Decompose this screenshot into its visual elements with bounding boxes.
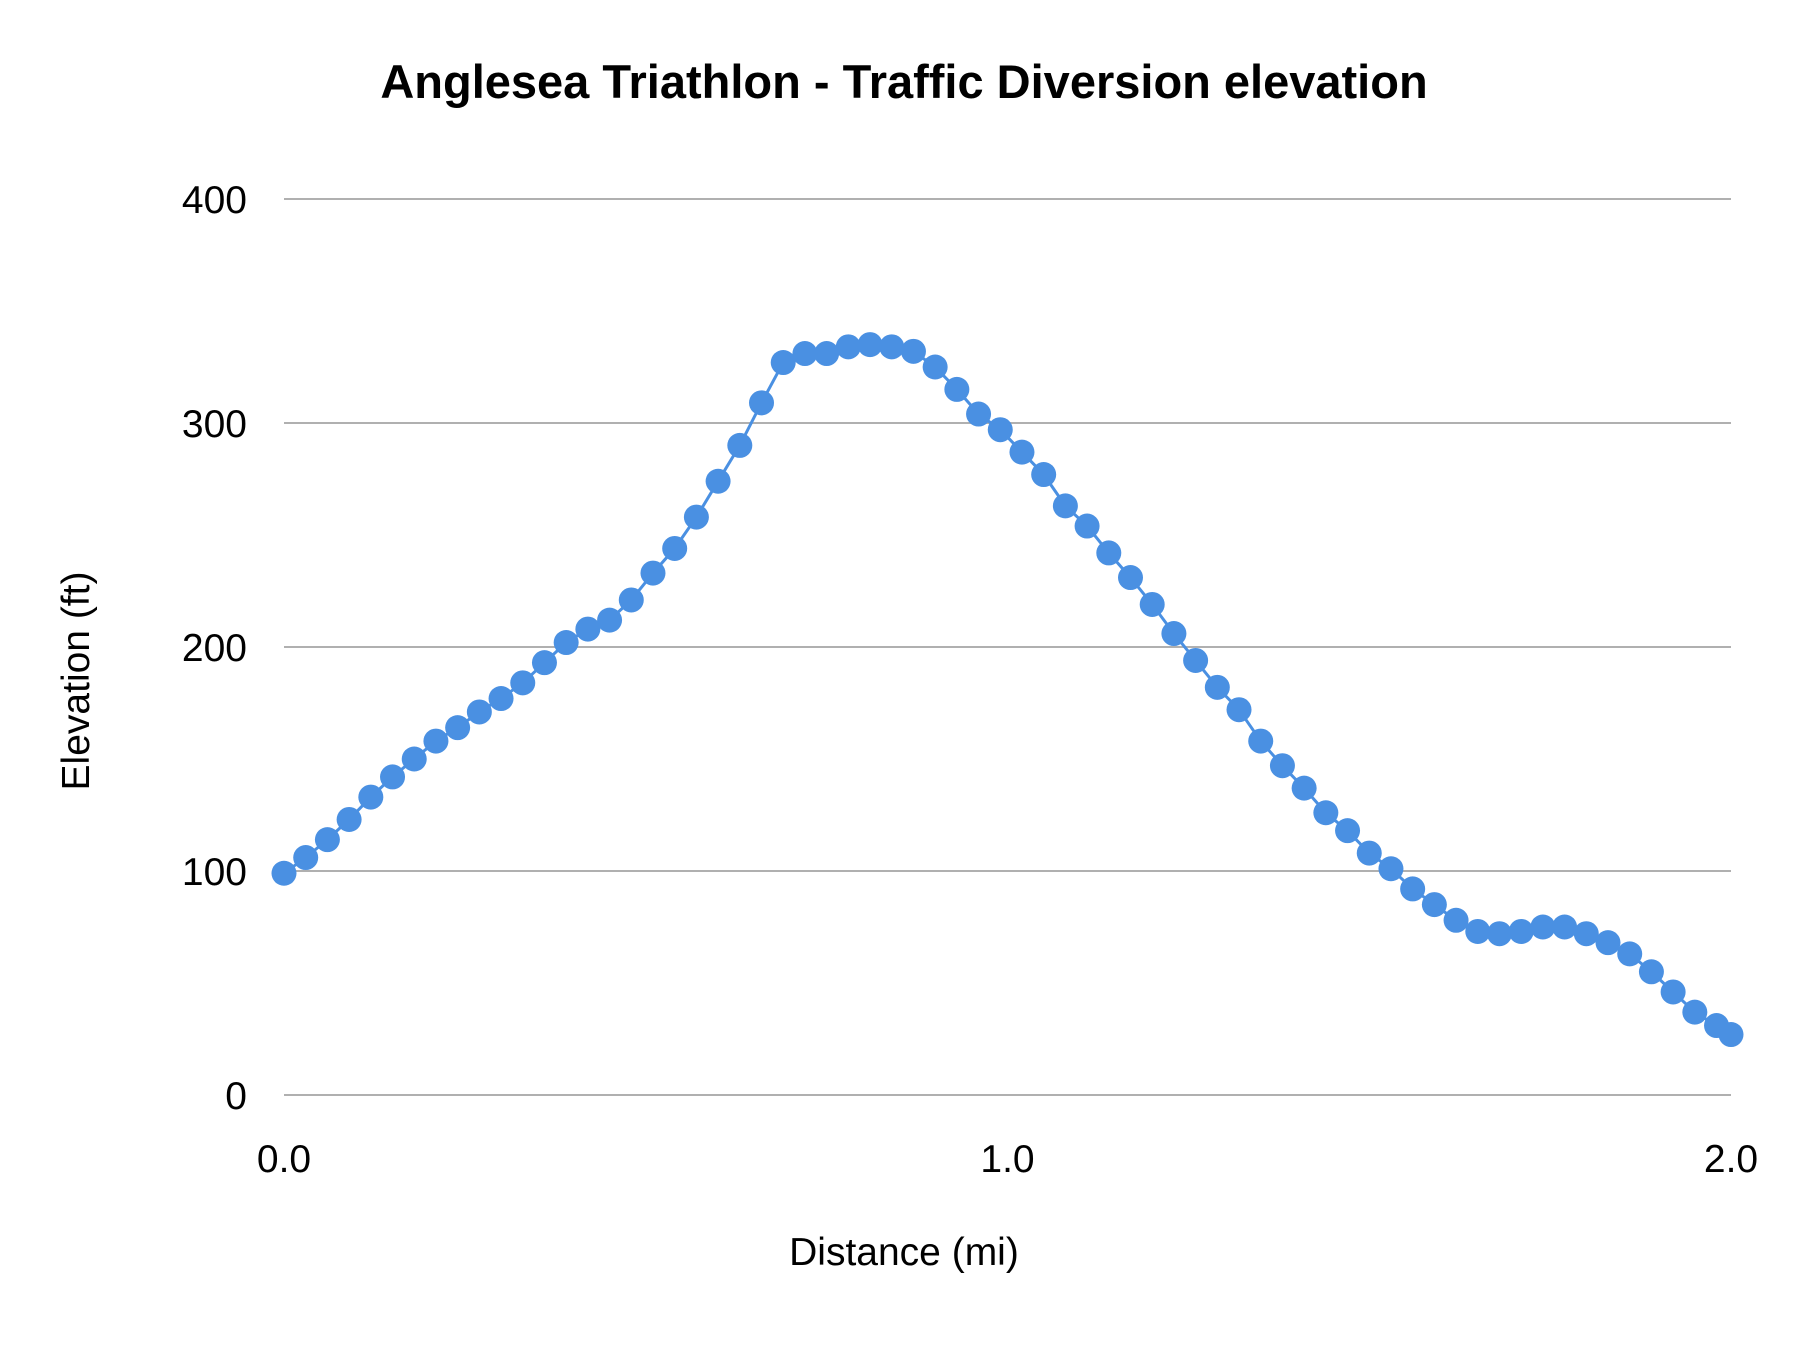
y-tick-label: 300 [182, 403, 247, 446]
data-point [1226, 697, 1252, 723]
gridlines [284, 198, 1731, 1096]
data-point [879, 334, 905, 360]
data-point [314, 827, 340, 853]
data-point [1291, 775, 1317, 801]
data-point [380, 764, 406, 790]
y-tick-label: 0 [225, 1075, 247, 1118]
data-point [1638, 959, 1664, 985]
data-point [1204, 674, 1230, 700]
y-axis-title: Elevation (ft) [55, 572, 98, 791]
data-point [293, 845, 319, 871]
data-point [1031, 462, 1057, 488]
data-point [1269, 753, 1295, 779]
x-tick-label: 2.0 [1704, 1138, 1758, 1181]
data-point [966, 401, 992, 427]
data-point [1595, 930, 1621, 956]
data-point [1378, 856, 1404, 882]
data-point [466, 699, 492, 725]
y-axis-ticks: 0 100 200 300 400 [182, 179, 247, 1118]
data-point [987, 417, 1013, 443]
data-point [488, 686, 514, 712]
data-point [749, 390, 775, 416]
data-point [423, 728, 449, 754]
data-point [727, 432, 753, 458]
data-point [1096, 540, 1122, 566]
y-tick-label: 100 [182, 851, 247, 894]
data-point [401, 746, 427, 772]
data-point [618, 587, 644, 613]
data-point [1052, 493, 1078, 519]
data-point [531, 650, 557, 676]
data-point [900, 338, 926, 364]
data-point [792, 341, 818, 367]
data-point [1074, 513, 1100, 539]
data-point [575, 616, 601, 642]
data-point [857, 332, 883, 358]
data-point [1161, 621, 1187, 647]
data-point [1617, 941, 1643, 967]
data-point [1356, 840, 1382, 866]
data-point [814, 341, 840, 367]
data-point [1183, 647, 1209, 673]
y-tick-label: 400 [182, 179, 247, 222]
data-point [1009, 439, 1035, 465]
data-point [510, 670, 536, 696]
data-points [271, 332, 1744, 1048]
data-point [1421, 892, 1447, 918]
x-tick-label: 0.0 [257, 1138, 311, 1181]
data-point [358, 784, 384, 810]
data-point [640, 560, 666, 586]
data-point [1552, 914, 1578, 940]
data-point [770, 350, 796, 376]
data-point [597, 607, 623, 633]
data-point [1117, 565, 1143, 591]
data-point [1335, 818, 1361, 844]
data-point [1573, 921, 1599, 947]
data-point [1682, 999, 1708, 1025]
data-point [336, 806, 362, 832]
x-axis-ticks: 0.0 1.0 2.0 [257, 1138, 1758, 1181]
data-point [705, 468, 731, 494]
data-point [1465, 918, 1491, 944]
data-point [1248, 728, 1274, 754]
data-point [445, 715, 471, 741]
data-point [1530, 914, 1556, 940]
data-point [1313, 800, 1339, 826]
y-tick-label: 200 [182, 627, 247, 670]
x-axis-title: Distance (mi) [789, 1231, 1019, 1274]
data-point [271, 860, 297, 886]
data-point [922, 354, 948, 380]
data-point [835, 334, 861, 360]
data-point [1139, 591, 1165, 617]
data-point [1486, 921, 1512, 947]
data-point [1443, 907, 1469, 933]
data-point [1400, 876, 1426, 902]
data-point [944, 376, 970, 402]
data-point [1660, 979, 1686, 1005]
data-point [662, 535, 688, 561]
data-point [683, 504, 709, 530]
data-point [553, 630, 579, 656]
chart-title: Anglesea Triathlon - Traffic Diversion e… [380, 55, 1427, 108]
x-tick-label: 1.0 [980, 1138, 1034, 1181]
data-point [1508, 918, 1534, 944]
data-point [1718, 1022, 1744, 1048]
